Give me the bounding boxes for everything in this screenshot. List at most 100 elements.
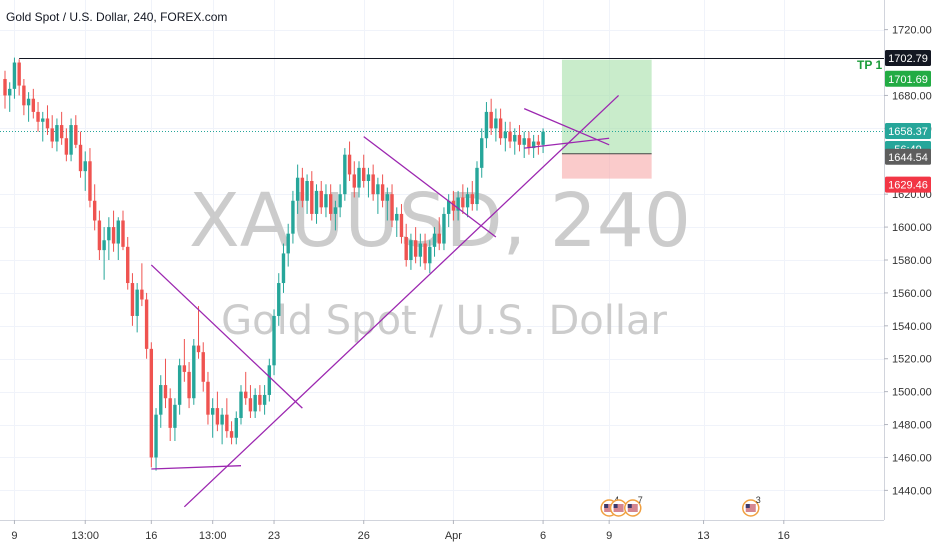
- candle-110: [522, 131, 526, 158]
- time-axis[interactable]: [0, 520, 932, 550]
- price-tick-label-0: 1440.00: [892, 485, 932, 497]
- candle-body-22: [107, 227, 111, 241]
- candle-25: [121, 210, 125, 251]
- candle-body-110: [522, 138, 526, 145]
- candle-body-68: [324, 194, 328, 208]
- candle-50: [239, 385, 243, 425]
- entry-tag: 1644.54: [885, 148, 931, 165]
- trendline-5[interactable]: [524, 137, 610, 149]
- time-tick-label-9: 13: [697, 530, 709, 542]
- candle-body-43: [206, 381, 210, 415]
- candle-body-96: [456, 197, 460, 211]
- economic-events[interactable]: 473: [600, 495, 761, 517]
- candle-1: [8, 82, 12, 112]
- candle-body-55: [262, 394, 267, 405]
- candle-60: [286, 223, 290, 267]
- candle-58: [277, 273, 281, 326]
- candle-body-69: [328, 194, 333, 214]
- candle-75: [357, 161, 361, 198]
- candle-23: [111, 210, 116, 252]
- candle-body-6: [31, 98, 36, 112]
- candle-97: [461, 184, 465, 214]
- candle-16: [78, 131, 83, 178]
- time-tick-label-5: 26: [358, 530, 370, 542]
- candle-96: [456, 190, 460, 221]
- candle-body-98: [465, 194, 470, 208]
- stop-loss-zone[interactable]: [561, 153, 652, 179]
- candle-body-46: [220, 414, 224, 425]
- candle-40: [192, 338, 196, 405]
- time-tick-label-6: Apr: [445, 530, 462, 542]
- candle-body-12: [59, 125, 64, 139]
- trendline-0[interactable]: [150, 264, 303, 409]
- candle-31: [149, 342, 154, 468]
- candle-body-0: [3, 78, 7, 96]
- trendline-2[interactable]: [183, 94, 620, 508]
- candle-body-80: [380, 184, 385, 201]
- candle-body-28: [135, 289, 139, 316]
- event-count-2: 7: [638, 495, 643, 505]
- candle-43: [206, 371, 210, 425]
- candle-body-2: [12, 62, 17, 89]
- candle-34: [163, 358, 168, 409]
- candle-41: [196, 306, 201, 359]
- candle-body-33: [159, 385, 163, 415]
- us-flag-canton-1: [613, 504, 618, 508]
- price-tick-label-12: 1720.00: [892, 25, 932, 37]
- candle-28: [135, 283, 139, 333]
- candle-body-4: [22, 85, 26, 106]
- time-tick-label-2: 16: [145, 530, 157, 542]
- candle-body-113: [536, 141, 541, 145]
- candle-body-95: [451, 200, 456, 211]
- candle-body-112: [531, 141, 536, 149]
- position-zones[interactable]: [561, 59, 652, 179]
- candle-37: [177, 358, 182, 415]
- trendlines[interactable]: [150, 94, 620, 508]
- price-tick-label-2: 1480.00: [892, 420, 932, 432]
- event-marker-3[interactable]: 3: [742, 495, 761, 517]
- candle-49: [234, 411, 238, 445]
- candle-113: [536, 134, 541, 155]
- event-marker-2[interactable]: 7: [624, 495, 643, 517]
- trendline-3[interactable]: [363, 136, 497, 238]
- candle-82: [390, 184, 394, 228]
- candle-body-5: [26, 98, 31, 106]
- candle-body-1: [8, 88, 12, 96]
- candle-95: [451, 190, 456, 221]
- candle-body-8: [41, 118, 45, 122]
- candle-body-67: [319, 190, 323, 208]
- price-tick-label-4: 1520.00: [892, 354, 932, 366]
- candle-74: [352, 161, 356, 198]
- current-price-tag-text: 1658.37: [888, 126, 928, 138]
- candle-64: [305, 174, 309, 214]
- candle-body-44: [210, 408, 215, 415]
- candle-92: [437, 217, 441, 251]
- candle-32: [154, 408, 158, 471]
- candle-body-92: [437, 233, 441, 244]
- price-axis-ticks: 1440.00 1460.00 1480.00 1500.00 1520.00 1540.…: [884, 25, 932, 497]
- stop-loss-tag-text: 1629.46: [888, 180, 928, 192]
- candle-63: [300, 167, 305, 208]
- take-profit-tag-bg: [885, 70, 931, 87]
- trendline-1[interactable]: [151, 465, 242, 470]
- candle-body-59: [281, 253, 286, 284]
- candle-93: [442, 207, 446, 251]
- trendline-4[interactable]: [523, 108, 610, 146]
- candle-57: [272, 309, 276, 376]
- candle-18: [88, 148, 92, 208]
- candle-body-91: [432, 233, 437, 247]
- candle-79: [376, 177, 380, 214]
- candle-8: [41, 111, 45, 142]
- candle-body-34: [163, 385, 168, 399]
- candle-66: [314, 184, 319, 224]
- candle-body-17: [83, 161, 87, 172]
- candle-body-75: [357, 167, 361, 188]
- us-flag-canton-0: [604, 504, 609, 508]
- candle-body-50: [239, 391, 243, 418]
- us-flag-icon-1: [613, 504, 624, 512]
- candle-94: [446, 194, 451, 228]
- candle-body-11: [55, 125, 59, 142]
- candle-body-90: [428, 246, 432, 264]
